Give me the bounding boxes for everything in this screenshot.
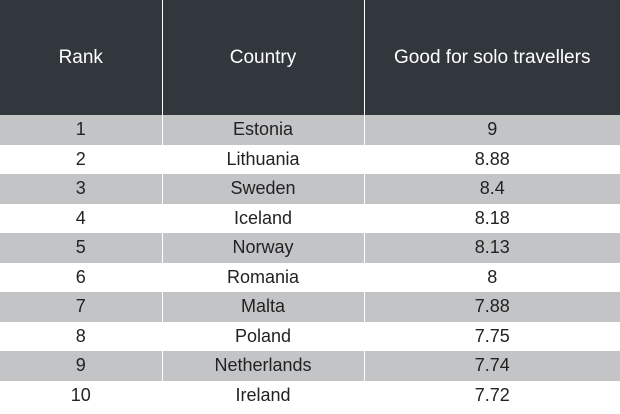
table-header: Rank Country Good for solo travellers — [0, 0, 620, 115]
country-cell: Estonia — [162, 115, 365, 145]
header-row: Rank Country Good for solo travellers — [0, 0, 620, 115]
header-country: Country — [162, 0, 365, 115]
country-cell: Malta — [162, 292, 365, 322]
score-cell: 7.88 — [364, 292, 620, 322]
score-cell: 8.18 — [364, 203, 620, 233]
table-row: 6 Romania 8 — [0, 262, 620, 292]
rank-cell: 4 — [0, 203, 163, 233]
score-cell: 8.88 — [364, 144, 620, 174]
rank-cell: 6 — [0, 262, 163, 292]
table-row: 8 Poland 7.75 — [0, 321, 620, 351]
rank-cell: 2 — [0, 144, 163, 174]
score-cell: 9 — [364, 115, 620, 145]
score-cell: 7.75 — [364, 321, 620, 351]
rank-cell: 9 — [0, 351, 163, 381]
score-cell: 8.4 — [364, 174, 620, 204]
rank-cell: 1 — [0, 115, 163, 145]
header-score: Good for solo travellers — [364, 0, 620, 115]
table-row: 3 Sweden 8.4 — [0, 174, 620, 204]
country-cell: Iceland — [162, 203, 365, 233]
score-cell: 7.72 — [364, 380, 620, 410]
country-cell: Netherlands — [162, 351, 365, 381]
table-row: 5 Norway 8.13 — [0, 233, 620, 263]
table-row: 9 Netherlands 7.74 — [0, 351, 620, 381]
country-cell: Lithuania — [162, 144, 365, 174]
table-row: 1 Estonia 9 — [0, 115, 620, 145]
table-body: 1 Estonia 9 2 Lithuania 8.88 3 Sweden 8.… — [0, 115, 620, 410]
country-cell: Norway — [162, 233, 365, 263]
country-cell: Poland — [162, 321, 365, 351]
table-row: 4 Iceland 8.18 — [0, 203, 620, 233]
score-cell: 8.13 — [364, 233, 620, 263]
score-cell: 7.74 — [364, 351, 620, 381]
rank-cell: 5 — [0, 233, 163, 263]
rank-cell: 3 — [0, 174, 163, 204]
country-cell: Ireland — [162, 380, 365, 410]
header-rank: Rank — [0, 0, 163, 115]
country-cell: Romania — [162, 262, 365, 292]
rank-cell: 8 — [0, 321, 163, 351]
table-row: 7 Malta 7.88 — [0, 292, 620, 322]
rank-cell: 10 — [0, 380, 163, 410]
table-row: 10 Ireland 7.72 — [0, 380, 620, 410]
rank-cell: 7 — [0, 292, 163, 322]
table-row: 2 Lithuania 8.88 — [0, 144, 620, 174]
score-cell: 8 — [364, 262, 620, 292]
country-cell: Sweden — [162, 174, 365, 204]
